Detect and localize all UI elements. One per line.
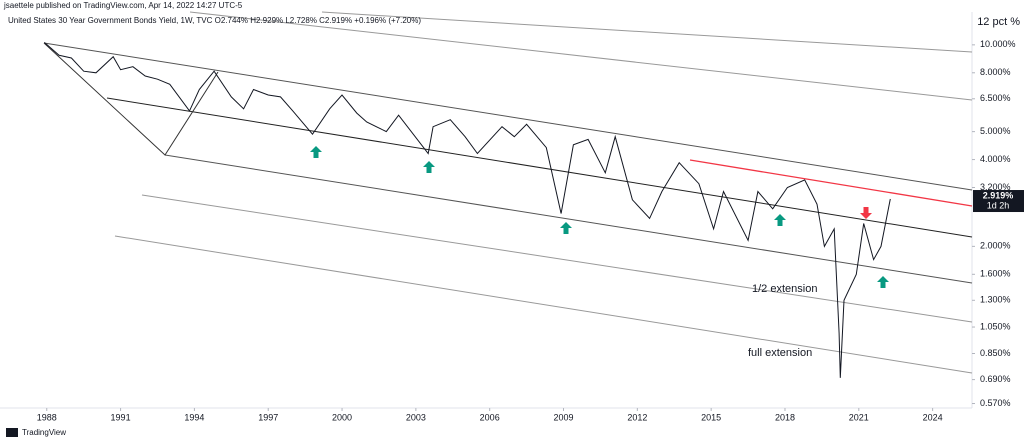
- footer: TradingView: [22, 428, 66, 437]
- annotation: 1/2 extension: [752, 283, 817, 295]
- logo: [6, 428, 18, 437]
- y-tick-label: 3.200%: [980, 182, 1011, 192]
- up-arrow: [774, 214, 786, 226]
- up-arrow: [877, 276, 889, 288]
- y-tick-label: 1.300%: [980, 295, 1011, 305]
- down-arrow: [860, 207, 872, 219]
- chart-title: United States 30 Year Government Bonds Y…: [8, 16, 421, 25]
- x-tick-label: 2006: [480, 412, 500, 422]
- x-tick-label: 1994: [184, 412, 204, 422]
- up-arrow: [310, 146, 322, 158]
- x-tick-label: 1997: [258, 412, 278, 422]
- channel-line: [164, 154, 973, 284]
- x-tick-label: 2012: [627, 412, 647, 422]
- publisher: jsaettele published on TradingView.com, …: [3, 1, 243, 10]
- y-tick-label: 10.000%: [980, 39, 1016, 49]
- x-tick-label: 1988: [37, 412, 57, 422]
- x-tick-label: 2000: [332, 412, 352, 422]
- price-label: 2.919%: [983, 190, 1014, 200]
- y-tick-label: 4.000%: [980, 154, 1011, 164]
- x-tick-label: 2003: [406, 412, 426, 422]
- drawings: [43, 11, 973, 374]
- y-tick-label: 5.000%: [980, 126, 1011, 136]
- y-tick-label: 1.600%: [980, 269, 1011, 279]
- channel-line: [114, 235, 973, 374]
- channel-line: [189, 11, 973, 101]
- channel-line: [321, 11, 973, 53]
- x-tick-label: 2009: [553, 412, 573, 422]
- y-tick-label: 0.690%: [980, 374, 1011, 384]
- channel-line: [106, 97, 973, 238]
- y-tick-label: 0.850%: [980, 348, 1011, 358]
- pitchfork-handle: [43, 42, 219, 156]
- y-tick-label: 0.570%: [980, 398, 1011, 408]
- y-tick-label: 1.050%: [980, 321, 1011, 331]
- y-tick-label: 2.000%: [980, 241, 1011, 251]
- x-tick-label: 2015: [701, 412, 721, 422]
- unit-label: 12 pct %: [977, 16, 1020, 28]
- up-arrow: [560, 222, 572, 234]
- channel-line: [43, 42, 973, 191]
- channel-line: [141, 194, 973, 323]
- countdown: 1d 2h: [987, 200, 1010, 210]
- price-badge: [973, 190, 1024, 213]
- price-line: [43, 42, 891, 378]
- x-tick-label: 2021: [849, 412, 869, 422]
- annotation: full extension: [748, 347, 812, 359]
- x-tick-label: 1991: [111, 412, 131, 422]
- y-tick-label: 8.000%: [980, 67, 1011, 77]
- up-arrow: [423, 161, 435, 173]
- x-tick-label: 2018: [775, 412, 795, 422]
- y-tick-label: 6.500%: [980, 93, 1011, 103]
- arrows: [310, 146, 889, 288]
- x-tick-label: 2024: [923, 412, 943, 422]
- resistance-line: [689, 159, 973, 207]
